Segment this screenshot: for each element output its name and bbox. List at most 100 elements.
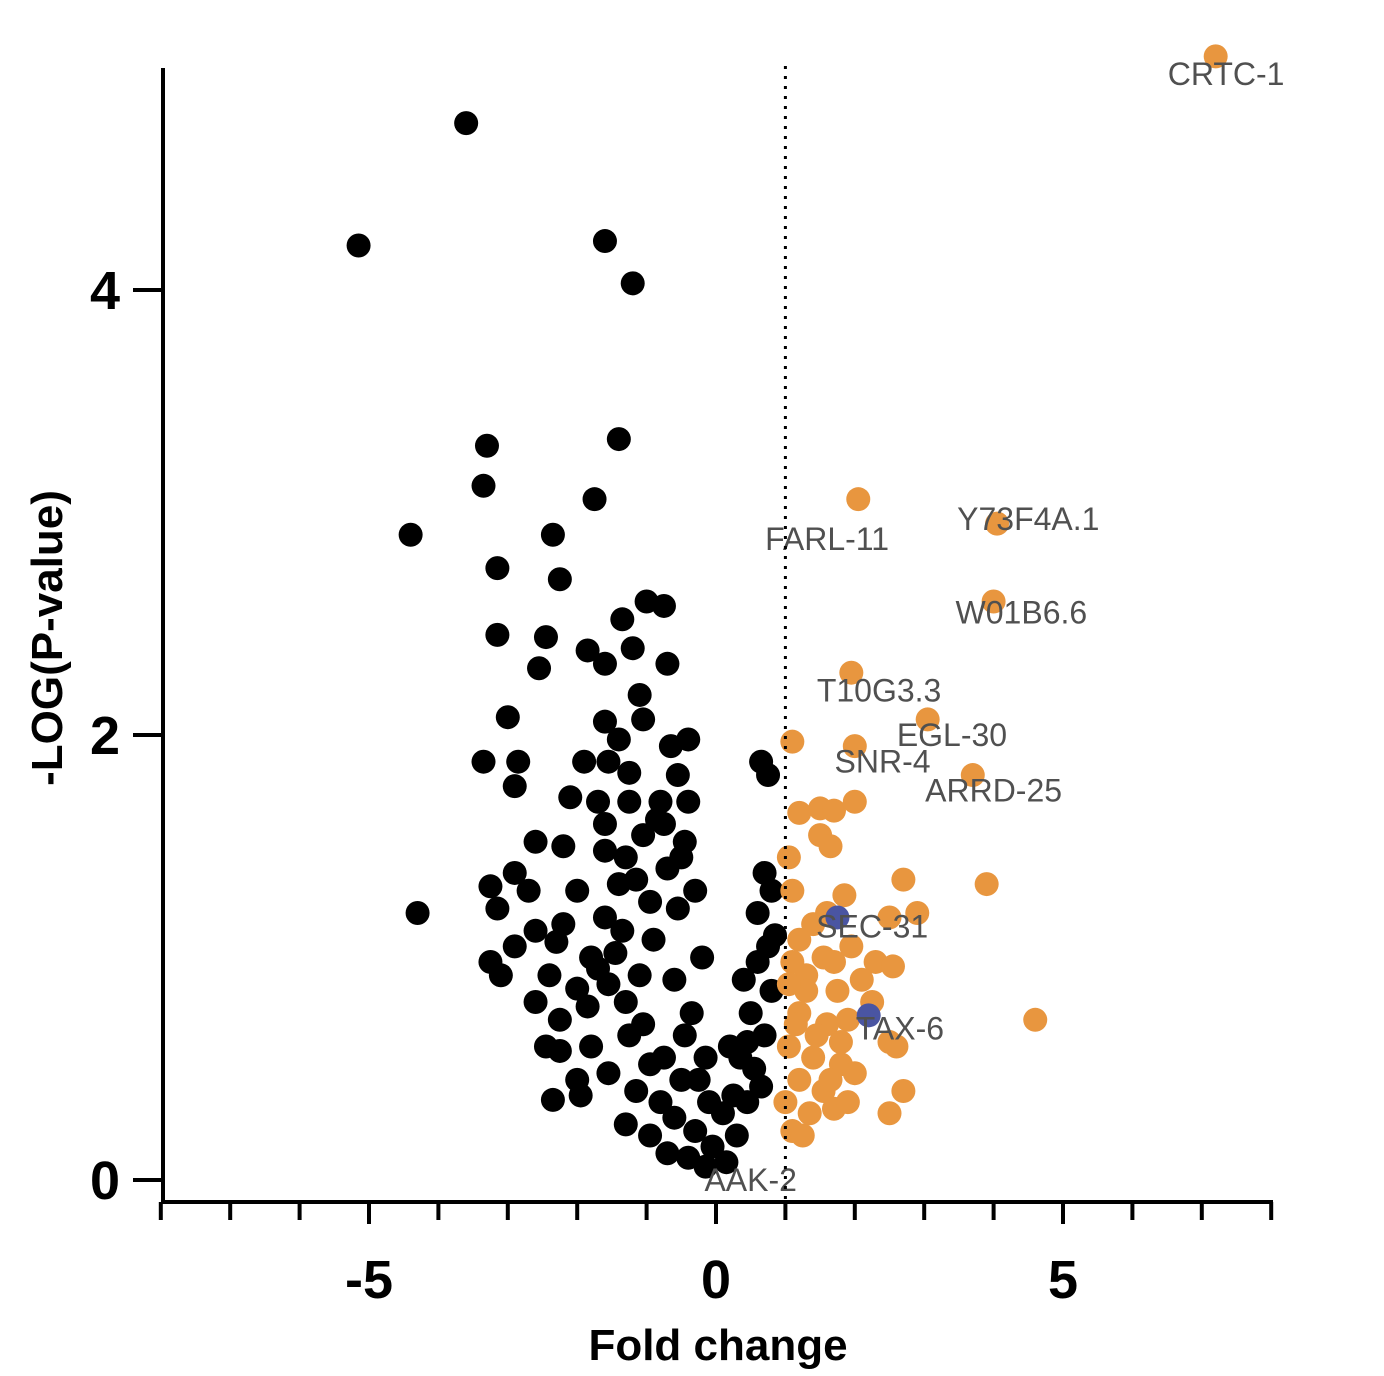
point-down (606, 427, 631, 452)
point-down (592, 709, 617, 734)
point-up (839, 660, 864, 685)
point-down (474, 433, 499, 458)
point-up (884, 1034, 909, 1059)
point-down (592, 905, 617, 930)
axes-layer: 0 2 4 -5 0 5 (90, 66, 1274, 1310)
point-up (880, 954, 905, 979)
point-down (693, 1045, 718, 1070)
y-tick-label: 0 (90, 1151, 120, 1211)
point-down (523, 990, 548, 1014)
point-down (544, 929, 569, 954)
point-down (613, 1112, 638, 1137)
points-layer (346, 44, 1228, 1179)
point-highlight (825, 905, 850, 930)
point-down (731, 967, 756, 992)
point-up (825, 978, 850, 1003)
point-up (915, 707, 940, 732)
point-down (610, 607, 635, 632)
point-up (787, 800, 812, 825)
point-down (627, 963, 652, 988)
point-down (606, 727, 631, 752)
point-down (617, 789, 642, 814)
point-down (686, 1067, 711, 1092)
point-down (638, 889, 663, 914)
x-axis-title: Fold change (588, 1321, 847, 1370)
point-down (592, 229, 617, 254)
point-down (669, 1067, 694, 1092)
gene-label: EGL-30 (897, 717, 1007, 753)
point-up (891, 1079, 916, 1103)
point-down (485, 896, 510, 921)
point-up (1023, 1007, 1048, 1032)
point-down (540, 1087, 565, 1112)
y-axis-title: -LOG(P-value) (23, 490, 72, 786)
y-tick-label: 4 (90, 261, 120, 321)
point-down (665, 763, 690, 788)
point-up (821, 949, 846, 974)
point-up (776, 1034, 801, 1059)
point-up (790, 1123, 815, 1148)
point-down (485, 556, 510, 581)
point-down (568, 1083, 593, 1108)
point-up (849, 967, 874, 992)
point-down (627, 682, 652, 707)
point-down (565, 878, 590, 903)
point-up (877, 1101, 902, 1126)
point-down (398, 522, 423, 547)
point-up (974, 872, 999, 897)
point-up (835, 1090, 860, 1115)
point-down (717, 1034, 742, 1059)
point-down (669, 845, 694, 870)
point-down (495, 705, 520, 730)
point-up (797, 1101, 822, 1126)
point-down (676, 789, 701, 814)
point-down (506, 749, 531, 774)
point-down (662, 967, 687, 992)
point-down (665, 896, 690, 921)
point-down (651, 812, 676, 836)
point-down (586, 956, 611, 981)
point-down (405, 901, 430, 925)
gene-label: SEC-31 (816, 908, 928, 944)
point-up (818, 1067, 843, 1092)
point-up (776, 845, 801, 870)
point-highlight (856, 1003, 881, 1028)
point-down (502, 860, 527, 885)
point-down (683, 1119, 708, 1144)
gene-label: ARRD-25 (925, 773, 1062, 809)
point-up (776, 972, 801, 997)
point-down (485, 622, 510, 647)
point-down (454, 111, 479, 136)
point-up (891, 867, 916, 892)
point-down (547, 1007, 572, 1032)
point-up (960, 763, 985, 788)
gene-label: TAX-6 (856, 1011, 944, 1047)
point-down (471, 749, 496, 774)
point-down (592, 651, 617, 676)
point-down (551, 834, 576, 859)
x-tick-label: 0 (701, 1250, 731, 1310)
y-tick-label: 2 (90, 706, 120, 766)
point-down (523, 918, 548, 943)
point-down (683, 878, 708, 903)
point-up (787, 927, 812, 952)
point-down (651, 1045, 676, 1070)
gene-label: T10G3.3 (817, 673, 942, 709)
x-tick-label: 5 (1048, 1250, 1078, 1310)
point-down (693, 1154, 718, 1179)
point-down (596, 1061, 621, 1086)
point-down (631, 823, 656, 848)
point-down (749, 1074, 774, 1099)
point-down (631, 707, 656, 732)
point-down (586, 789, 611, 814)
point-down (346, 233, 371, 258)
point-down (710, 1101, 735, 1126)
point-down (596, 749, 621, 774)
point-down (620, 636, 645, 661)
point-down (658, 734, 683, 759)
point-up (846, 487, 871, 512)
point-up (905, 901, 930, 925)
point-down (721, 1083, 746, 1108)
point-up (773, 1090, 798, 1115)
